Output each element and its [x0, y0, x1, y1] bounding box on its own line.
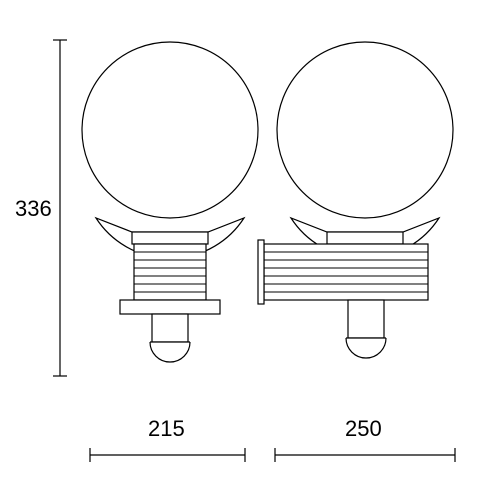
- technical-drawing-svg: 336 215 250: [0, 0, 500, 500]
- lamp-side-bulb-tip: [346, 338, 386, 358]
- lamp-side-view: [258, 42, 453, 358]
- dim-height: 336: [15, 40, 67, 376]
- lamp-front-plate: [132, 232, 208, 244]
- dim-width-left: 215: [90, 416, 245, 462]
- lamp-side-socket: [348, 300, 384, 338]
- lamp-front-globe: [82, 42, 258, 218]
- lamp-side-globe: [277, 42, 453, 218]
- lamp-front-bulb-tip: [150, 342, 190, 362]
- dim-width-left-label: 215: [148, 416, 185, 441]
- lamp-side-wall-plate: [258, 240, 264, 304]
- lamp-side-plate: [327, 232, 403, 244]
- dim-width-right-label: 250: [345, 416, 382, 441]
- lamp-front-socket: [152, 314, 188, 342]
- dim-width-right: 250: [275, 416, 455, 462]
- lamp-front-base-plate: [120, 300, 220, 314]
- dim-height-label: 336: [15, 196, 52, 221]
- lamp-front-view: [82, 42, 258, 362]
